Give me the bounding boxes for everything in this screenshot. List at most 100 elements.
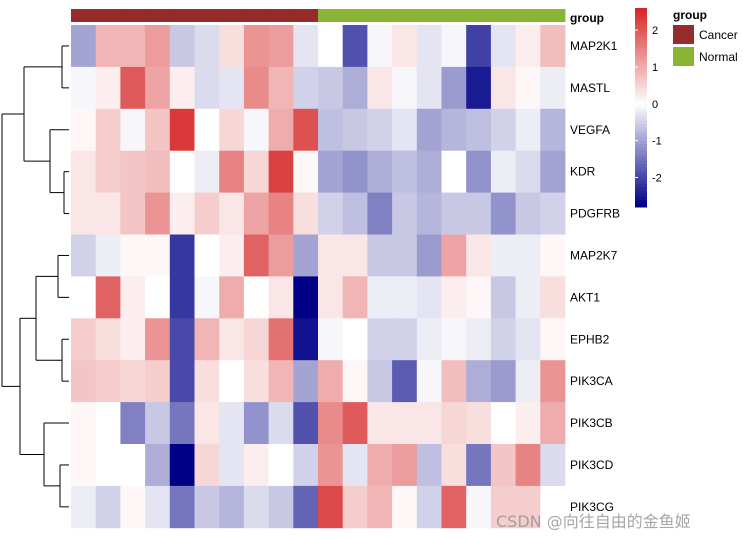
heatmap-cell [194,150,220,193]
colorbar-segment [635,57,647,62]
heatmap-cell [342,485,368,529]
heatmap-cell [367,402,393,445]
row-label: MAP2K1 [570,39,618,53]
heatmap-cell [540,192,566,235]
heatmap-cell [243,108,269,152]
annotation-label: group [570,11,604,25]
heatmap-cell [293,360,319,403]
heatmap-cell [490,108,516,152]
colorbar-segment [635,11,647,16]
heatmap-cell [169,485,195,529]
heatmap-cell [490,485,516,529]
heatmap-cell [194,234,220,277]
row-label: KDR [570,165,596,179]
heatmap-cell [515,192,541,235]
heatmap-cell [71,276,97,319]
heatmap-cell [268,25,294,68]
annotation-cell-cancer [268,9,294,22]
heatmap-cell [293,485,319,529]
annotation-cell-normal [367,9,393,22]
heatmap-cell [268,150,294,193]
group-legend-label: Cancer [699,28,738,42]
heatmap-cell [318,444,344,487]
heatmap-cell [392,402,418,445]
heatmap-cell [71,234,97,277]
heatmap-cell [441,234,467,277]
heatmap-cell [219,402,245,445]
heatmap-cell [243,66,269,110]
heatmap-cell [219,192,245,235]
heatmap-cell [490,66,516,110]
heatmap-cell [268,192,294,235]
colorbar-segment [635,190,647,195]
heatmap-cell [194,402,220,445]
heatmap-cell [392,234,418,277]
heatmap-cell [219,66,245,110]
heatmap-cell [367,276,393,319]
heatmap-cell [392,66,418,110]
heatmap-cell [441,192,467,235]
heatmap-cell [392,444,418,487]
row-label: EPHB2 [570,332,610,346]
row-label: AKT1 [570,290,600,304]
colorbar-segment [635,47,647,52]
heatmap-cell [367,192,393,235]
colorbar-segment [635,160,647,165]
heatmap-cell [194,318,220,361]
heatmap-cell [490,318,516,361]
heatmap-cell [441,150,467,193]
heatmap-cell [515,108,541,152]
heatmap-cell [71,66,97,110]
heatmap-cell [120,192,146,235]
heatmap-cell [367,66,393,110]
heatmap-cell [169,402,195,445]
heatmap-cell [243,234,269,277]
annotation-cell-cancer [219,9,245,22]
heatmap-cell [169,192,195,235]
heatmap-cell [194,66,220,110]
heatmap-cell [466,192,492,235]
colorbar-segment [635,134,647,138]
heatmap-cell [416,485,442,529]
heatmap-cell [416,402,442,445]
heatmap-cell [367,234,393,277]
heatmap-cell [145,444,171,487]
heatmap-cell [441,108,467,152]
heatmap-cell [515,318,541,361]
heatmap-cell [169,360,195,403]
heatmap-cell [515,25,541,68]
group-legend-swatch [673,47,694,66]
heatmap-cell [367,318,393,361]
colorbar-segment [635,203,647,208]
heatmap-cell [219,25,245,68]
annotation-cell-cancer [169,9,195,22]
heatmap-cell [367,485,393,529]
heatmap-cell [466,318,492,361]
heatmap-cell [194,444,220,487]
heatmap-cell [243,192,269,235]
heatmap-cell [169,234,195,277]
heatmap-cell [318,150,344,193]
heatmap-cell [392,150,418,193]
colorbar-segment [635,51,647,55]
colorbar-segment [635,143,647,148]
heatmap-cell [145,150,171,193]
heatmap-cell [342,234,368,277]
heatmap-cell [71,108,97,152]
heatmap-cell [540,360,566,403]
heatmap-cell [71,192,97,235]
heatmap-cell [169,444,195,487]
heatmap-cell [268,108,294,152]
colorbar-segment [635,124,647,128]
heatmap-cell [71,25,97,68]
heatmap-cell [120,150,146,193]
heatmap-cell [293,234,319,277]
colorbar-segment [635,173,647,178]
heatmap-cell [515,234,541,277]
heatmap-cell [71,444,97,487]
heatmap-cell [293,108,319,152]
watermark: CSDN @向往自由的金鱼姬 [496,512,691,531]
row-label: VEGFA [570,123,610,137]
colorbar-segment [635,64,647,69]
heatmap-cell [392,25,418,68]
